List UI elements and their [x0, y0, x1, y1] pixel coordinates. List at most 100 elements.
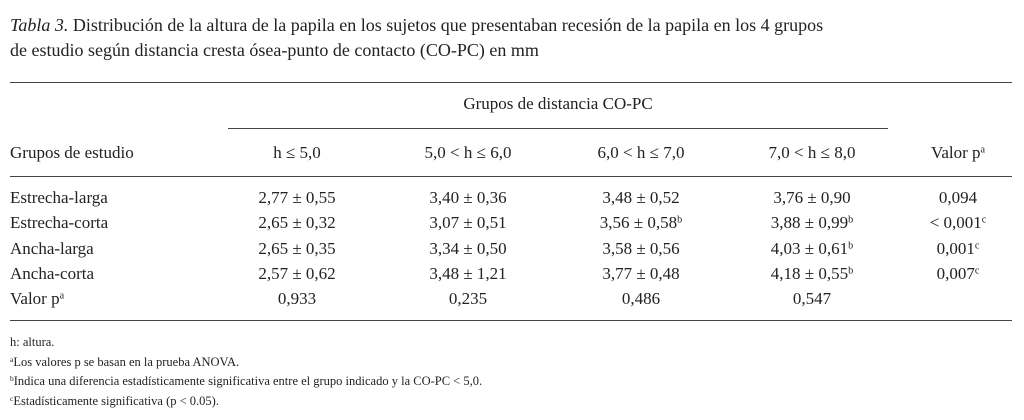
- superscript: c: [981, 214, 987, 226]
- caption-text: Distribución de la altura de la papila e…: [72, 15, 824, 35]
- cell-text: h ≤ 5,0: [273, 143, 321, 162]
- table-cell: 0,486: [622, 290, 660, 307]
- superscript: a: [10, 354, 14, 364]
- cell-text: Ancha-corta: [10, 263, 95, 283]
- caption-label: Tabla 3.: [10, 15, 69, 35]
- cell-text: 2,57 ± 0,62: [258, 263, 336, 283]
- footnote-text: Indica una diferencia estadísticamente s…: [13, 374, 483, 388]
- cell-text: 3,56 ± 0,58: [599, 213, 678, 233]
- cell-text: 2,65 ± 0,32: [258, 213, 336, 233]
- table-cell: Valor pa: [931, 144, 985, 161]
- table-cell: 3,48 ± 1,21: [429, 265, 506, 282]
- cell-text: < 0,001: [929, 213, 982, 233]
- footnote: cEstadísticamente significativa (p < 0.0…: [10, 393, 219, 408]
- cell-text: 3,34 ± 0,50: [429, 238, 507, 258]
- table-cell: 6,0 < h ≤ 7,0: [598, 144, 685, 161]
- table-cell: 0,001c: [937, 240, 980, 257]
- table-cell: h ≤ 5,0: [273, 144, 321, 161]
- cell-text: 0,933: [277, 289, 317, 309]
- cell-text: 4,18 ± 0,55: [770, 263, 849, 283]
- table-cell: 3,88 ± 0,99b: [771, 214, 853, 231]
- superscript: c: [974, 239, 980, 251]
- table-cell: 2,65 ± 0,32: [258, 214, 335, 231]
- cell-text: 3,07 ± 0,51: [429, 213, 507, 233]
- table-cell: 3,40 ± 0,36: [429, 189, 506, 206]
- footnote-text: Los valores p se basan en la prueba ANOV…: [13, 354, 240, 369]
- cell-text: 2,65 ± 0,35: [258, 238, 336, 258]
- cell-text: 0,235: [448, 289, 488, 309]
- table-cell: 3,34 ± 0,50: [429, 240, 506, 257]
- table-cell: Estrecha-larga: [10, 189, 108, 206]
- cell-text: Estrecha-larga: [10, 188, 108, 207]
- table-cell: < 0,001c: [930, 214, 987, 231]
- cell-text: 4,03 ± 0,61: [770, 238, 849, 258]
- cell-text: 0,001: [936, 238, 975, 258]
- cell-text: Estrecha-corta: [10, 213, 109, 233]
- superscript: b: [848, 214, 854, 226]
- table-cell: 2,57 ± 0,62: [258, 265, 335, 282]
- table-cell: 4,18 ± 0,55b: [771, 265, 853, 282]
- cell-text: Ancha-larga: [10, 238, 94, 258]
- cell-text: 0,547: [792, 289, 832, 309]
- table-cell: 4,03 ± 0,61b: [771, 240, 853, 257]
- table-cell: 3,48 ± 0,52: [602, 189, 679, 206]
- caption-line: Tabla 3. Distribución de la altura de la…: [10, 16, 823, 34]
- cell-text: 0,094: [938, 188, 978, 207]
- table-cell: 2,77 ± 0,55: [258, 189, 335, 206]
- cell-text: 2,77 ± 0,55: [258, 188, 336, 207]
- superscript: b: [848, 239, 854, 251]
- cell-text: Valor p: [930, 143, 981, 162]
- cell-text: 5,0 < h ≤ 6,0: [424, 143, 512, 162]
- group-header: Grupos de distancia CO-PC: [463, 94, 653, 113]
- superscript: c: [974, 265, 980, 277]
- cell-text: 7,0 < h ≤ 8,0: [768, 143, 856, 162]
- table-cell: 3,58 ± 0,56: [602, 240, 679, 257]
- table-cell: 0,933: [278, 290, 316, 307]
- table-cell: Estrecha-corta: [10, 214, 108, 231]
- table-cell: 7,0 < h ≤ 8,0: [769, 144, 856, 161]
- superscript: b: [677, 214, 683, 226]
- caption-line: de estudio según distancia cresta ósea-p…: [10, 41, 539, 59]
- table-cell: 0,007c: [937, 265, 980, 282]
- caption-text: de estudio según distancia cresta ósea-p…: [10, 40, 539, 60]
- footnote-text: Estadísticamente significativa (p < 0.05…: [13, 393, 219, 408]
- superscript: b: [848, 265, 854, 277]
- cell-text: 0,486: [621, 289, 661, 309]
- table-cell: 0,547: [793, 290, 831, 307]
- table-cell: 3,76 ± 0,90: [773, 189, 850, 206]
- footnote-text: h: altura.: [10, 335, 55, 349]
- table-cell: Ancha-corta: [10, 265, 94, 282]
- table-cell: Grupos de estudio: [10, 144, 134, 161]
- superscript: a: [59, 290, 65, 302]
- table-cell: 3,07 ± 0,51: [429, 214, 506, 231]
- table-cell: 0,235: [449, 290, 487, 307]
- table-cell: Ancha-larga: [10, 240, 94, 257]
- table-cell: 0,094: [939, 189, 977, 206]
- table-cell: Valor pa: [10, 290, 64, 307]
- superscript: b: [10, 373, 14, 383]
- cell-text: 3,76 ± 0,90: [773, 188, 851, 207]
- table-cell: 3,56 ± 0,58b: [600, 214, 682, 231]
- cell-text: 0,007: [936, 263, 975, 283]
- superscript: a: [980, 144, 986, 156]
- footnote: h: altura.: [10, 336, 54, 349]
- rule: [10, 82, 1012, 83]
- table-cell: 3,77 ± 0,48: [602, 265, 679, 282]
- superscript: c: [10, 393, 14, 403]
- table-cell: 5,0 < h ≤ 6,0: [425, 144, 512, 161]
- cell-text: 3,58 ± 0,56: [602, 238, 680, 258]
- rule: [10, 320, 1012, 321]
- cell-text: Valor p: [10, 289, 60, 309]
- footnote: bIndica una diferencia estadísticamente …: [10, 375, 482, 388]
- rule: [228, 128, 888, 129]
- cell-text: 3,48 ± 0,52: [602, 188, 680, 207]
- cell-text: 3,88 ± 0,99: [770, 213, 849, 233]
- cell-text: Grupos de estudio: [10, 143, 134, 162]
- cell-text: 3,48 ± 1,21: [429, 263, 507, 283]
- footnote: aLos valores p se basan en la prueba ANO…: [10, 354, 240, 369]
- cell-text: 6,0 < h ≤ 7,0: [597, 143, 685, 162]
- cell-text: 3,40 ± 0,36: [429, 188, 507, 207]
- rule: [10, 176, 1012, 177]
- table-cell: 2,65 ± 0,35: [258, 240, 335, 257]
